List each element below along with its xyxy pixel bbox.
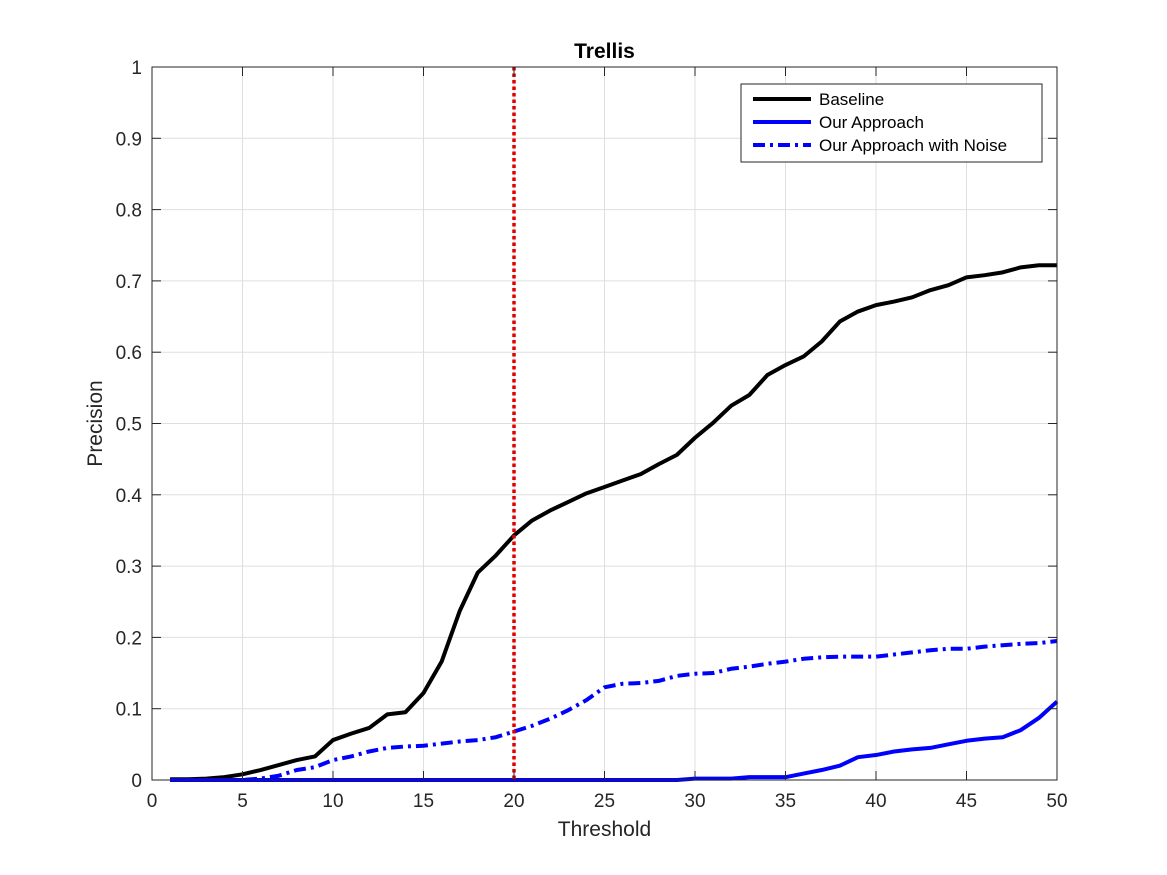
x-tick-label: 30 (684, 791, 705, 812)
x-tick-label: 35 (775, 791, 796, 812)
y-tick-label: 0.9 (116, 129, 142, 150)
y-tick-label: 1 (131, 58, 142, 79)
x-axis-label: Threshold (558, 818, 651, 841)
y-tick-label: 0.4 (116, 486, 143, 507)
x-tick-label: 45 (956, 791, 977, 812)
y-tick-label: 0.5 (116, 415, 142, 436)
y-tick-label: 0.6 (116, 343, 142, 364)
legend: Baseline Our Approach Our Approach with No… (740, 83, 1043, 163)
series-line-3 (170, 638, 1058, 782)
chart-title: Trellis (574, 40, 635, 63)
x-tick-label: 40 (865, 791, 886, 812)
legend-label: Baseline (819, 90, 884, 109)
x-tick-label: 10 (322, 791, 343, 812)
x-tick-label: 50 (1046, 791, 1067, 812)
x-tick-label: 20 (503, 791, 524, 812)
y-tick-label: 0.1 (116, 700, 142, 721)
x-tick-label: 5 (237, 791, 248, 812)
axis-ticks: 0 5 10 15 20 25 30 35 40 45 50 0 0.1 0.2 0.3 0.4 0.5 0.6 0… (116, 58, 1068, 812)
x-tick-label: 25 (594, 791, 615, 812)
x-tick-label: 15 (413, 791, 434, 812)
y-tick-label: 0 (131, 771, 142, 792)
x-tick-label: 0 (147, 791, 158, 812)
y-tick-label: 0.7 (116, 272, 142, 293)
series-line-1 (170, 263, 1057, 782)
y-tick-label: 0.2 (116, 628, 142, 649)
legend-label: Our Approach with Noise (819, 136, 1007, 155)
y-axis-label: Precision (84, 380, 107, 466)
legend-label: Our Approach (819, 113, 924, 132)
y-tick-label: 0.3 (116, 557, 142, 578)
y-tick-label: 0.8 (116, 201, 142, 222)
